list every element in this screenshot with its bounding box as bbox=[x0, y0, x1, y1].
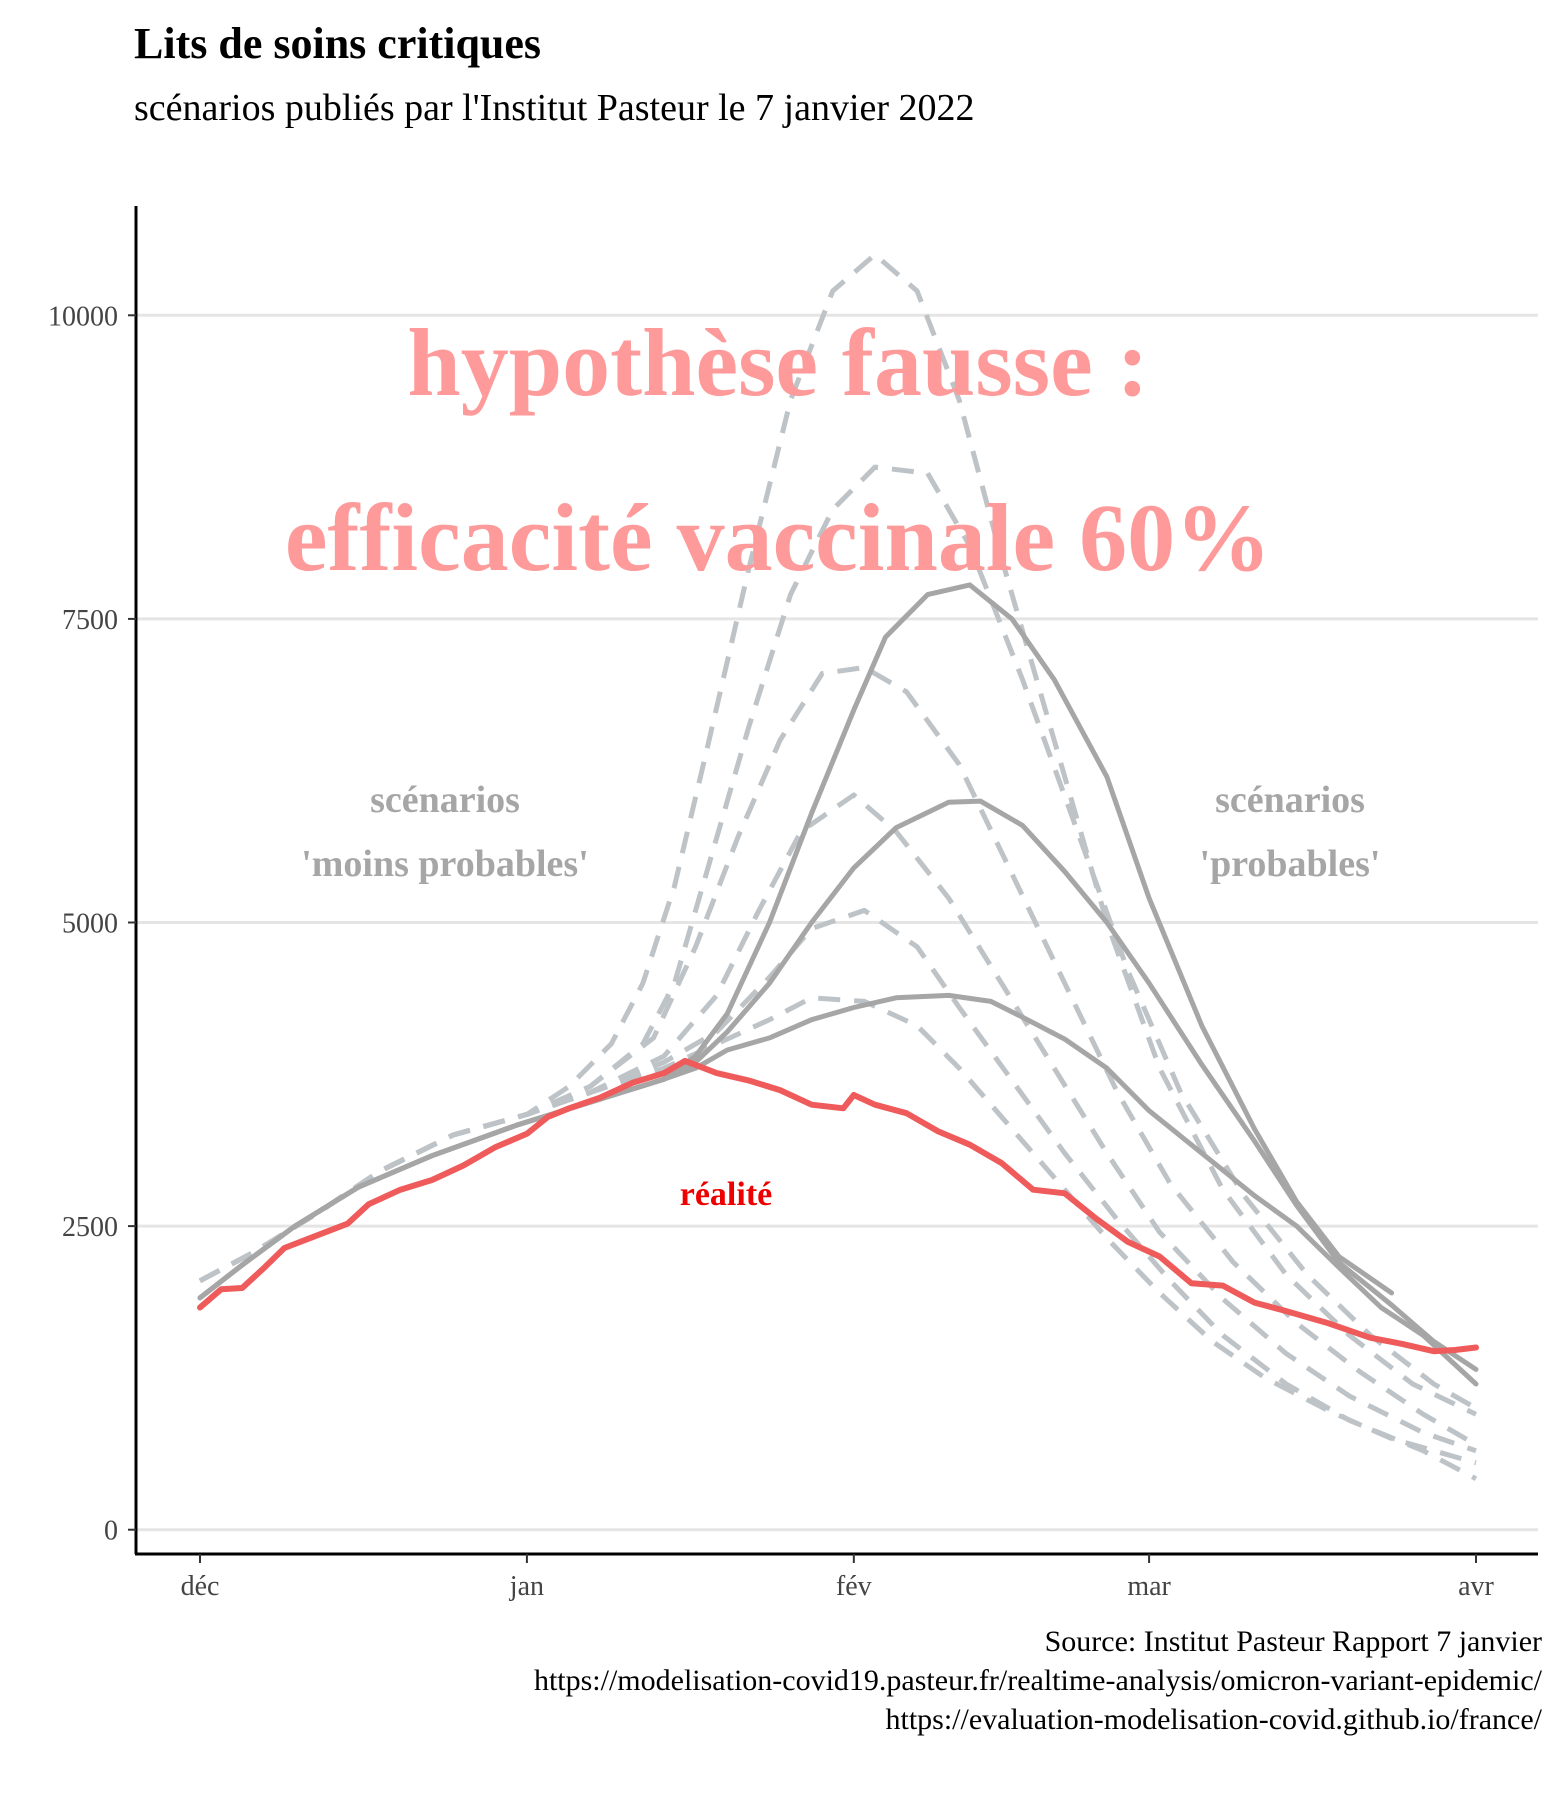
y-tick-label: 2500 bbox=[62, 1212, 118, 1243]
caption-link-pasteur: https://modelisation-covid19.pasteur.fr/… bbox=[533, 1664, 1542, 1697]
x-tick-label: avr bbox=[1458, 1571, 1494, 1602]
ticks: 0 2500 5000 7500 10000 déc jan fév mar avr bbox=[48, 301, 1495, 1602]
axes bbox=[134, 206, 1538, 1556]
series-line-less-probable-4 bbox=[198, 665, 1478, 1447]
annotation-probable-line2: 'probables' bbox=[1200, 843, 1381, 885]
x-tick-label: jan bbox=[509, 1571, 544, 1602]
series-line-less-probable-5 bbox=[198, 464, 1478, 1411]
annotation-reality: réalité bbox=[680, 1176, 773, 1213]
series-line-probable-2 bbox=[197, 798, 1479, 1372]
chart-subtitle: scénarios publiés par l'Institut Pasteur… bbox=[134, 87, 975, 129]
x-tick-label: fév bbox=[836, 1571, 872, 1602]
y-tick-label: 0 bbox=[104, 1516, 118, 1547]
line-chart: 0 2500 5000 7500 10000 déc jan fév mar avr scénar… bbox=[48, 206, 1538, 1602]
series-line-less-probable-3 bbox=[198, 792, 1477, 1454]
y-tick-label: 7500 bbox=[62, 605, 118, 636]
caption-source: Source: Institut Pasteur Rapport 7 janvi… bbox=[1044, 1625, 1542, 1658]
series-lines bbox=[197, 252, 1479, 1481]
caption-link-evaluation: https://evaluation-modelisation-covid.gi… bbox=[885, 1703, 1542, 1736]
chart-title: Lits de soins critiques bbox=[134, 19, 542, 68]
y-tick-label: 10000 bbox=[48, 301, 118, 332]
overlay-false-hypothesis: hypothèse fausse : bbox=[407, 309, 1148, 416]
series-line-reality-1 bbox=[197, 1057, 1479, 1355]
overlay-vaccine-efficacy: efficacité vaccinale 60% bbox=[285, 484, 1271, 591]
series-line-less-probable-6 bbox=[198, 252, 1478, 1417]
annotation-probable-line1: scénarios bbox=[1215, 779, 1365, 821]
source-caption: Source: Institut Pasteur Rapport 7 janvi… bbox=[534, 1622, 1542, 1739]
x-tick-label: mar bbox=[1127, 1571, 1171, 1602]
x-tick-label: déc bbox=[181, 1571, 220, 1602]
gridlines bbox=[137, 313, 1538, 1532]
annotation-less-probable-line1: scénarios bbox=[370, 779, 520, 821]
series-line-probable-3 bbox=[197, 582, 1395, 1301]
series-line-less-probable-1 bbox=[198, 995, 1477, 1466]
annotation-less-probable-line2: 'moins probables' bbox=[301, 843, 589, 885]
y-tick-label: 5000 bbox=[62, 909, 118, 940]
